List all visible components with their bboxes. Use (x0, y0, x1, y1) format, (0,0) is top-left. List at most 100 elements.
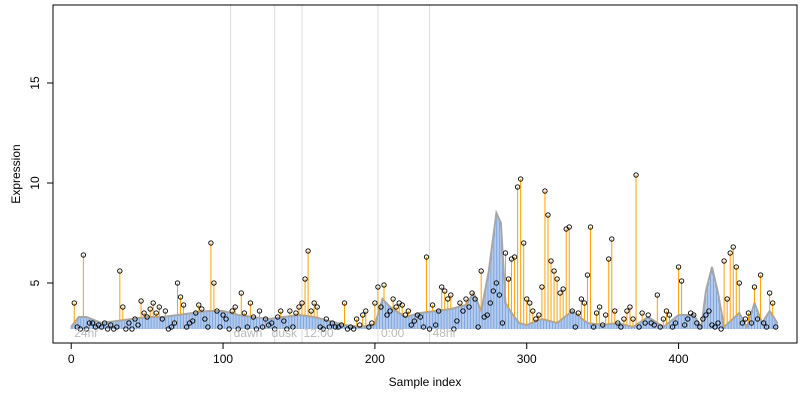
data-point (217, 324, 223, 330)
data-point (411, 318, 418, 324)
data-point (718, 326, 724, 332)
data-point (108, 322, 114, 328)
data-point (226, 326, 232, 332)
data-point (229, 308, 235, 314)
data-point (457, 300, 463, 306)
data-point (599, 322, 606, 328)
region-label: 24hr (74, 326, 98, 340)
data-point (694, 320, 700, 326)
data-point (199, 306, 205, 312)
data-point (114, 324, 120, 330)
data-point (399, 302, 405, 308)
data-point (314, 304, 320, 310)
data-point (126, 320, 132, 326)
data-point (551, 268, 557, 274)
data-point (633, 172, 639, 178)
data-point (533, 316, 539, 322)
data-point (278, 308, 284, 314)
data-point (651, 322, 657, 328)
data-point (487, 300, 493, 306)
data-point (596, 304, 603, 310)
data-point (624, 308, 630, 314)
data-point (250, 314, 257, 320)
data-point (618, 324, 624, 330)
data-point (606, 256, 612, 262)
region-label: 48hr (433, 326, 457, 340)
data-point (557, 290, 563, 296)
data-point (436, 308, 442, 314)
data-point (408, 322, 414, 328)
data-point (101, 320, 108, 326)
data-point (150, 300, 156, 306)
data-point (575, 310, 582, 316)
data-point (663, 308, 670, 314)
data-point (472, 296, 478, 302)
data-point (177, 294, 184, 300)
data-point (83, 326, 90, 332)
data-point (326, 324, 332, 330)
data-point (360, 312, 366, 318)
data-point (627, 304, 633, 310)
data-point (205, 324, 211, 330)
data-point (387, 308, 393, 314)
data-point (256, 308, 263, 314)
points-group (71, 172, 779, 332)
data-point (135, 322, 141, 328)
data-point (751, 284, 758, 290)
region-dividers (230, 5, 431, 343)
data-point (117, 268, 123, 274)
data-point (770, 300, 776, 306)
data-point (259, 324, 266, 330)
data-point (675, 264, 682, 270)
data-point (451, 326, 457, 332)
x-tick-label: 400 (669, 352, 689, 366)
x-tick-label: 200 (365, 352, 385, 366)
data-point (144, 314, 150, 320)
data-point (80, 252, 87, 258)
data-point (639, 310, 645, 316)
plot-frame (52, 4, 798, 344)
data-point (530, 308, 536, 314)
y-tick-label: 15 (28, 76, 42, 90)
data-point (609, 236, 615, 242)
x-axis: 0 100 200 300 400 (68, 343, 689, 366)
data-point (426, 326, 433, 332)
data-point (323, 316, 329, 322)
data-point (612, 308, 618, 314)
data-point (475, 324, 481, 330)
data-point (405, 308, 411, 314)
data-point (754, 316, 761, 322)
data-point (678, 278, 685, 284)
data-point (542, 188, 548, 194)
data-point (721, 258, 727, 264)
data-point (499, 320, 506, 326)
x-axis-label: Sample index (389, 375, 462, 389)
data-point (417, 314, 424, 320)
data-point (490, 288, 496, 294)
data-point (193, 310, 199, 316)
data-point (478, 268, 484, 274)
data-point (621, 316, 627, 322)
data-point (514, 184, 521, 190)
data-point (733, 264, 739, 270)
data-point (442, 288, 448, 294)
data-point (654, 292, 660, 298)
data-point (645, 312, 651, 318)
data-point (700, 316, 706, 322)
data-point (369, 320, 375, 326)
data-point (660, 316, 667, 322)
data-point (518, 176, 524, 182)
data-point (727, 250, 733, 256)
data-point (238, 290, 244, 296)
data-point (147, 306, 153, 312)
stems-group (73, 175, 774, 327)
data-point (581, 300, 588, 306)
data-point (697, 324, 703, 330)
data-point (284, 326, 290, 332)
data-point (681, 322, 688, 328)
data-point (202, 316, 208, 322)
data-point (190, 318, 196, 324)
data-point (454, 318, 460, 324)
data-point (378, 304, 384, 310)
